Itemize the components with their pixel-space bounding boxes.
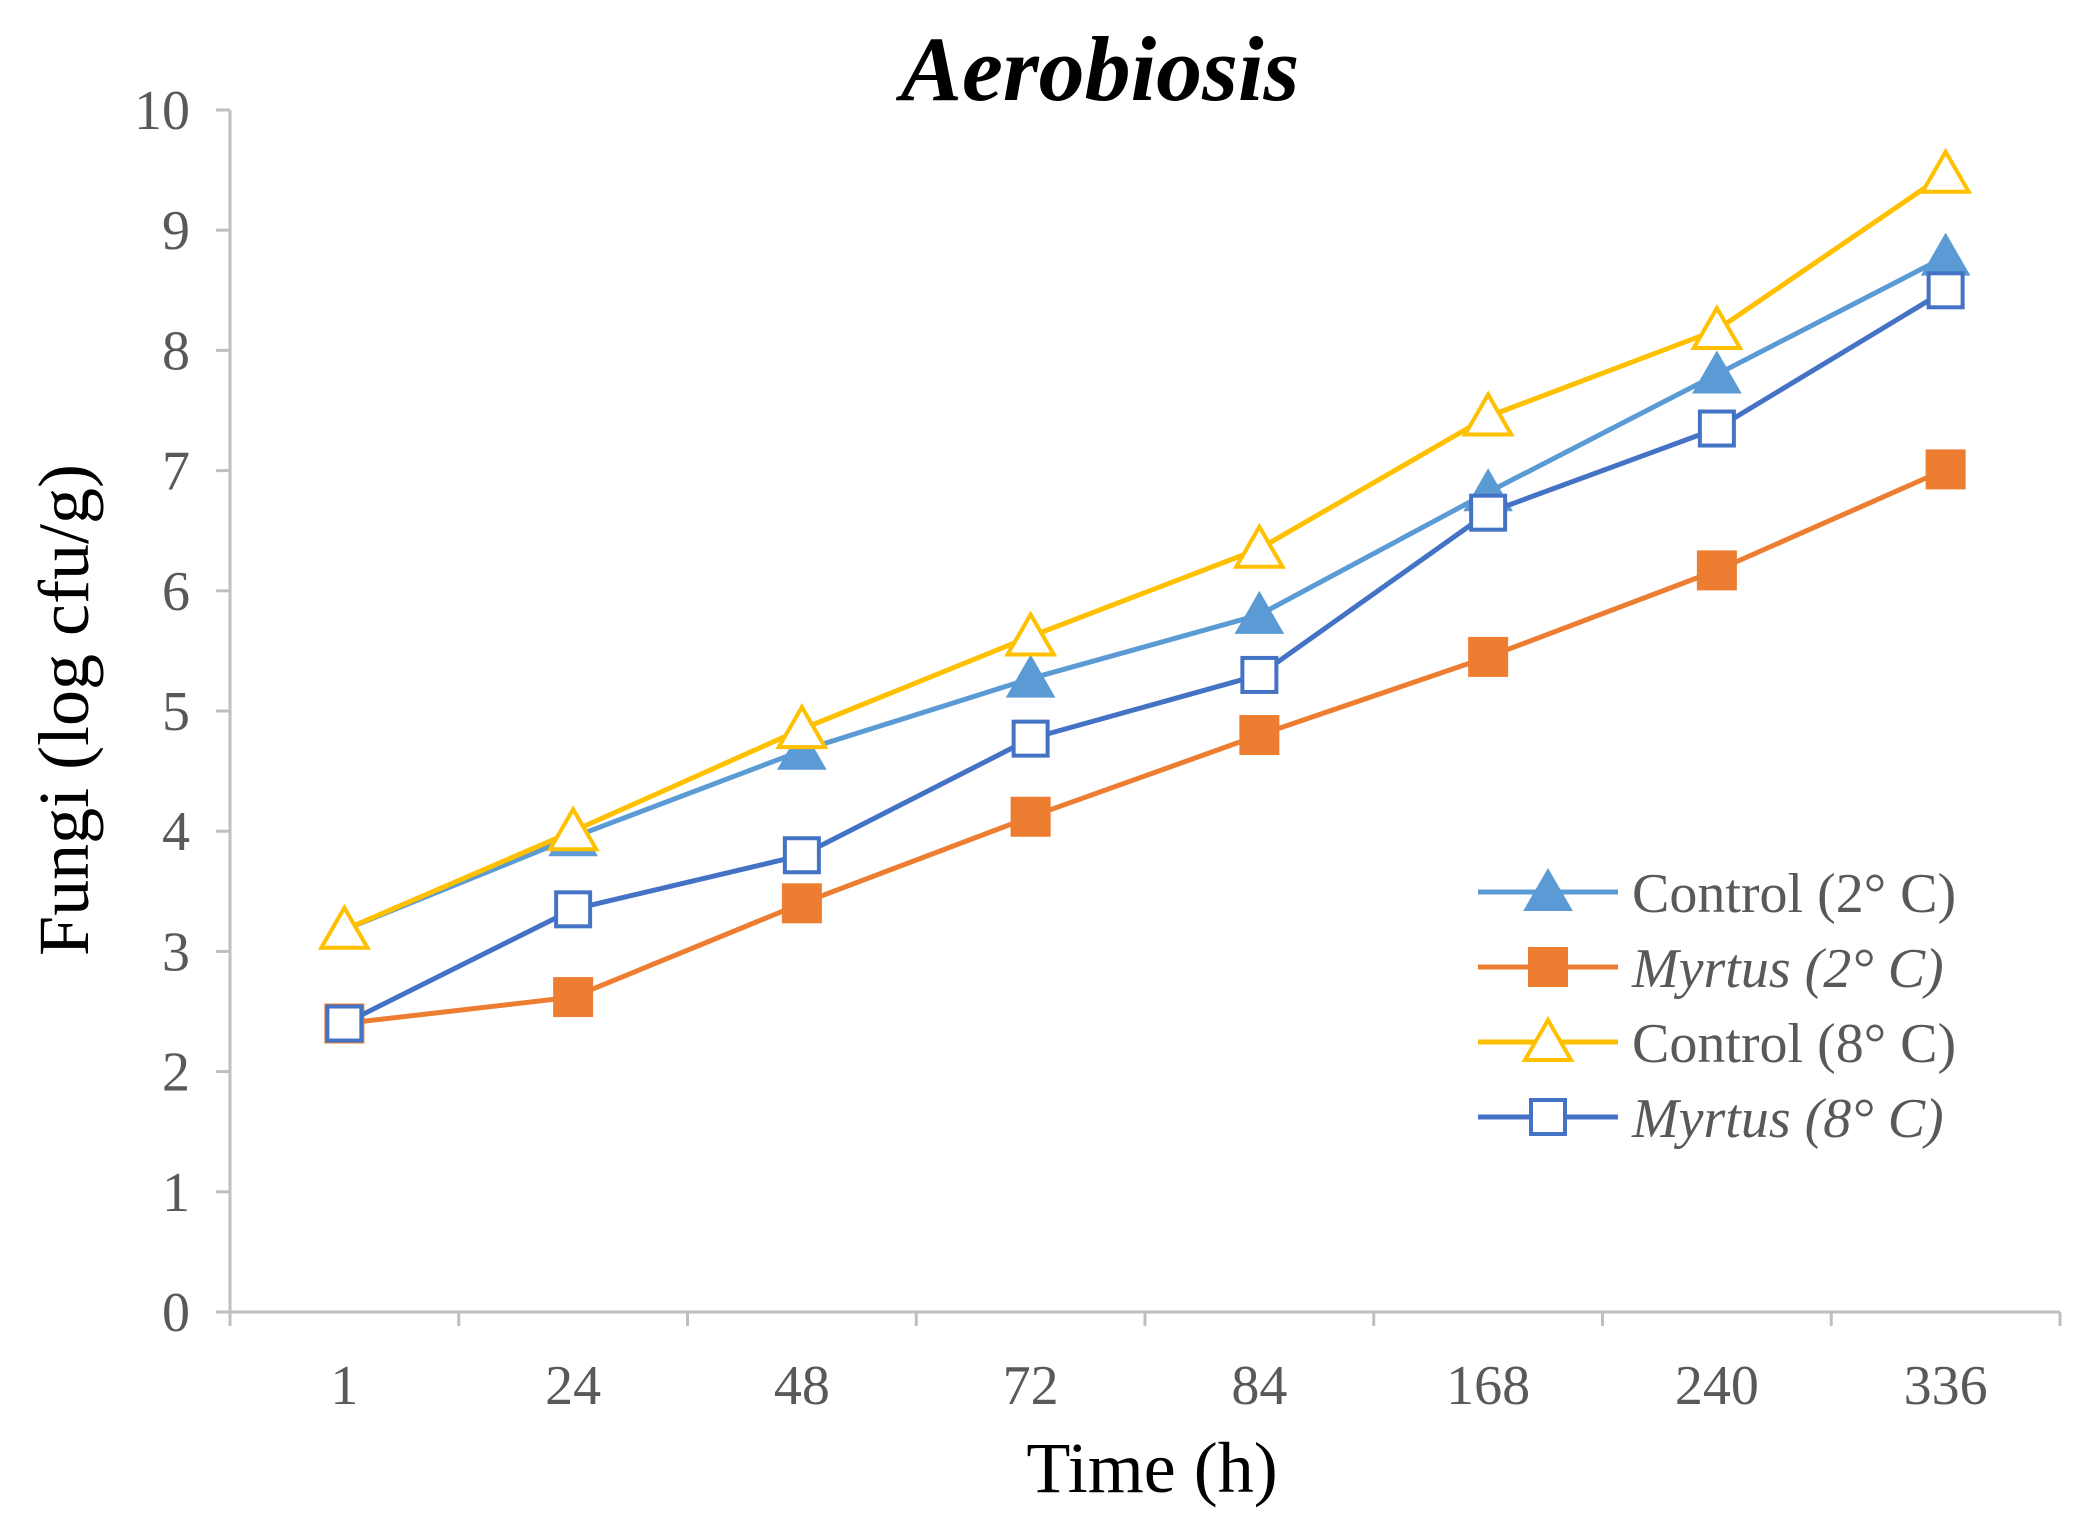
legend-label-main: Myrtus — [1631, 1088, 1791, 1150]
data-point — [775, 703, 829, 750]
y-tick-label: 4 — [162, 801, 190, 863]
x-tick-label: 1 — [330, 1355, 358, 1417]
data-point — [1469, 493, 1508, 532]
legend-item: Control (8° C) — [1478, 1013, 1956, 1075]
y-tick-label: 1 — [162, 1162, 190, 1224]
y-tick-label: 7 — [162, 441, 190, 503]
x-tick-label: 168 — [1446, 1355, 1530, 1417]
data-point — [1232, 522, 1286, 569]
data-point — [1240, 655, 1279, 694]
data-point — [1697, 409, 1736, 448]
series-layer — [317, 147, 1973, 1044]
y-tick-label: 6 — [162, 561, 190, 623]
legend: Control (2° C)Myrtus (2° C)Control (8° C… — [1478, 863, 1956, 1150]
chart-title: Aerobiosis — [896, 18, 1300, 120]
legend-item: Myrtus (2° C) — [1478, 938, 1944, 1000]
y-tick-label: 2 — [162, 1042, 190, 1104]
legend-label-main: Control — [1632, 1013, 1803, 1075]
x-tick-label: 336 — [1904, 1355, 1988, 1417]
data-point — [1468, 636, 1509, 677]
data-point — [546, 805, 600, 852]
data-point — [1011, 719, 1050, 758]
y-tick-label: 0 — [162, 1282, 190, 1344]
data-point — [1919, 147, 1973, 194]
data-point — [1234, 590, 1285, 634]
x-tick-label: 48 — [774, 1355, 830, 1417]
legend-item: Myrtus (8° C) — [1478, 1088, 1944, 1150]
x-tick-label: 24 — [545, 1355, 601, 1417]
legend-marker — [1523, 867, 1573, 912]
data-point — [553, 977, 594, 1018]
data-point — [1690, 303, 1744, 351]
legend-label: Control (2° C) — [1632, 863, 1956, 925]
legend-item: Control (2° C) — [1478, 863, 1956, 925]
y-tick-label: 5 — [162, 681, 190, 743]
data-point — [781, 883, 822, 924]
y-tick-label: 9 — [162, 200, 190, 262]
series-line — [343, 171, 1948, 933]
data-point — [1005, 654, 1056, 698]
legend-label-suffix: (2° C) — [1803, 863, 1956, 925]
x-axis-title: Time (h) — [1026, 1428, 1277, 1508]
data-point — [1010, 796, 1051, 837]
y-axis-ticks: 0 1 2 3 4 5 6 7 8 9 10 — [134, 80, 230, 1344]
legend-label: Myrtus (2° C) — [1631, 938, 1944, 1000]
data-point — [1925, 449, 1966, 490]
data-point — [1461, 390, 1515, 437]
series-line — [343, 288, 1947, 1026]
x-tick-label: 72 — [1003, 1355, 1059, 1417]
legend-marker — [1528, 947, 1568, 987]
data-point — [317, 903, 371, 950]
legend-label: Myrtus (8° C) — [1631, 1088, 1944, 1150]
legend-marker — [1529, 1098, 1567, 1136]
y-tick-label: 3 — [162, 921, 190, 983]
legend-label: Control (8° C) — [1632, 1013, 1956, 1075]
data-point — [782, 836, 821, 875]
legend-label-suffix: (8° C) — [1803, 1013, 1956, 1075]
series-4 — [325, 271, 1965, 1043]
y-axis-title: Fungi (log cfu/g) — [24, 464, 104, 956]
legend-label-main: Myrtus — [1631, 938, 1791, 1000]
series-line — [344, 467, 1947, 1027]
data-point — [1926, 271, 1965, 310]
data-point — [1920, 232, 1971, 276]
data-point — [1004, 610, 1058, 657]
data-point — [1239, 715, 1280, 756]
x-tick-label: 240 — [1675, 1355, 1759, 1417]
legend-marker — [1521, 1015, 1575, 1063]
data-point — [554, 890, 593, 929]
series-3 — [317, 147, 1973, 950]
x-axis-ticks: 1 24 48 72 84 168 240 336 — [228, 1312, 2062, 1417]
legend-label-main: Control — [1632, 863, 1803, 925]
series-line — [343, 254, 1947, 933]
y-tick-label: 10 — [134, 80, 190, 142]
x-tick-label: 84 — [1231, 1355, 1287, 1417]
data-point — [1696, 550, 1737, 591]
y-tick-label: 8 — [162, 320, 190, 382]
legend-label-suffix: (8° C) — [1791, 1088, 1944, 1150]
data-point — [1692, 350, 1742, 394]
data-point — [325, 1004, 364, 1043]
legend-label-suffix: (2° C) — [1791, 938, 1944, 1000]
